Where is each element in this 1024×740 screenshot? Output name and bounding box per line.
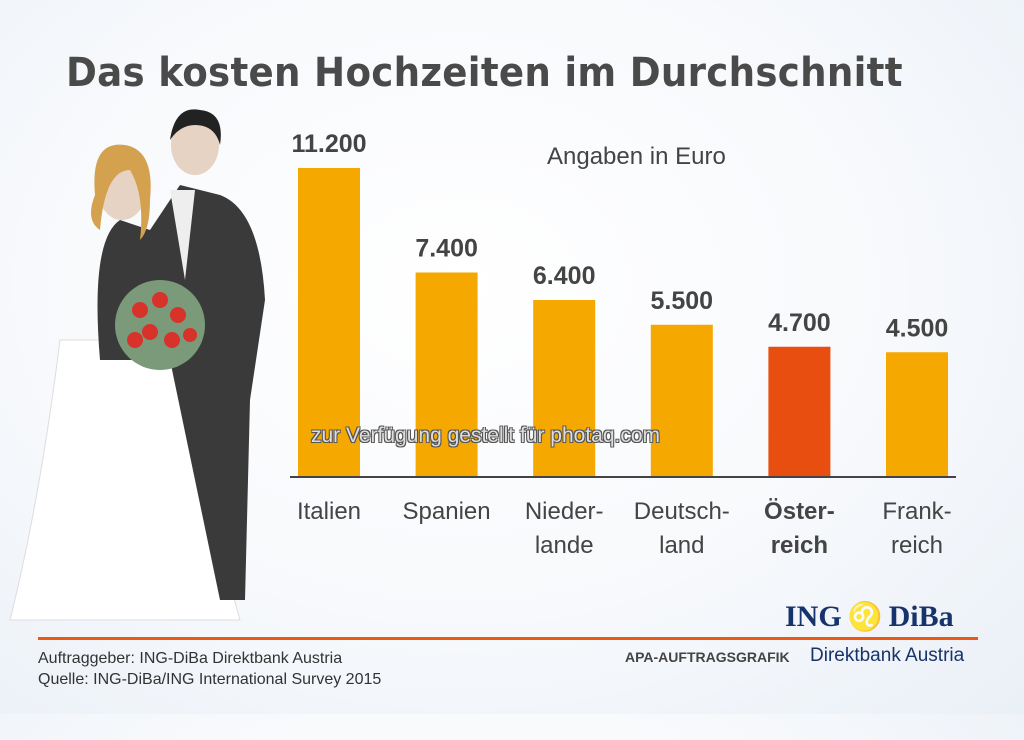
category-label-4-1: reich <box>771 532 828 559</box>
value-label-1: 7.400 <box>415 235 478 263</box>
footer-client: Auftraggeber: ING-DiBa Direktbank Austri… <box>38 650 343 667</box>
logo-text-ing: ING <box>785 600 842 633</box>
value-label-3: 5.500 <box>651 287 714 315</box>
bar-1 <box>415 272 478 476</box>
logo-subtitle: Direktbank Austria <box>810 645 965 666</box>
category-label-1-0: Spanien <box>403 498 491 525</box>
category-label-5-0: Frank- <box>882 498 951 525</box>
category-label-2-0: Nieder- <box>525 498 604 525</box>
category-label-0-0: Italien <box>297 498 361 525</box>
category-label-3-1: land <box>659 532 704 559</box>
watermark: zur Verfügung gestellt für photaq.com <box>311 424 661 447</box>
category-label-3-0: Deutsch- <box>634 498 730 525</box>
chart-title: Das kosten Hochzeiten im Durchschnitt <box>66 50 903 96</box>
bar-2 <box>533 300 596 476</box>
ing-diba-logo: ING ♌ DiBa <box>785 600 954 634</box>
apa-label: APA-AUFTRAGSGRAFIK <box>625 649 790 665</box>
footer-source: Quelle: ING-DiBa/ING International Surve… <box>38 671 382 688</box>
bar-0 <box>298 168 360 476</box>
bar-chart: 11.200 Italien 7.400 Spanien 6.400 Nieder-lan… <box>290 130 956 559</box>
lion-icon: ♌ <box>847 602 883 633</box>
value-label-2: 6.400 <box>533 262 596 290</box>
bar-3 <box>650 324 713 476</box>
couple-illustration <box>9 109 265 621</box>
value-label-5: 4.500 <box>886 314 949 342</box>
category-label-2-1: lande <box>535 532 594 559</box>
bar-5 <box>886 352 948 476</box>
bar-4 <box>768 346 831 476</box>
category-label-5-1: reich <box>891 532 943 559</box>
value-label-4: 4.700 <box>768 309 831 337</box>
value-label-0: 11.200 <box>291 130 366 158</box>
logo-text-diba: DiBa <box>888 600 954 633</box>
unit-note: Angaben in Euro <box>547 143 726 170</box>
footer-divider <box>38 637 978 640</box>
category-label-4-0: Öster- <box>764 498 835 525</box>
